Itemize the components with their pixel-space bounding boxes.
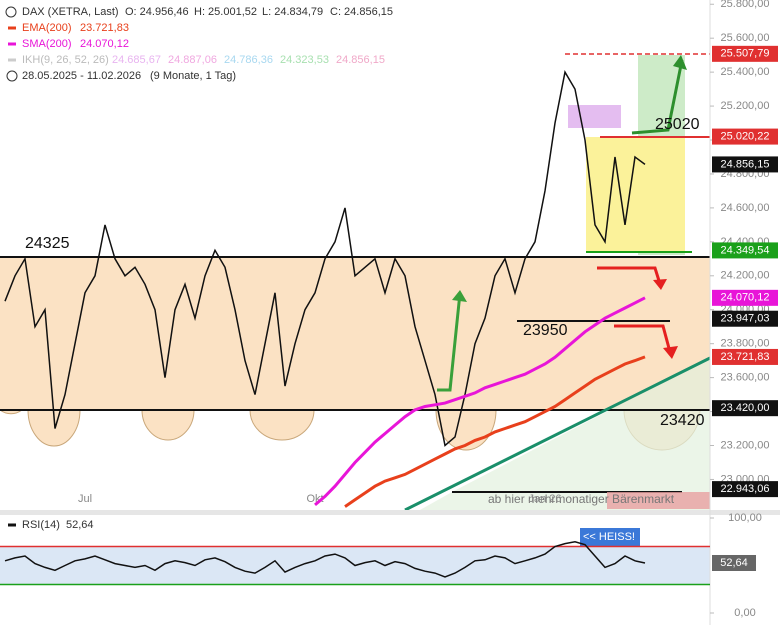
- y-tick-label: 23.600,00: [721, 372, 770, 384]
- price-marker: [712, 289, 778, 306]
- price-marker: [712, 45, 778, 62]
- ma-line: [314, 296, 646, 507]
- y-tick-label: 24.200,00: [721, 270, 770, 282]
- price-marker-label: 25.507,79: [721, 48, 770, 60]
- ohlc: L: 24.834,79: [262, 6, 323, 18]
- price-marker-label: 24.349,54: [721, 244, 770, 256]
- annotation: 24325: [25, 235, 70, 252]
- legend-value: 24.887,06: [168, 54, 217, 66]
- ohlc: C: 24.856,15: [330, 6, 393, 18]
- x-tick-label: Jan 26: [528, 493, 561, 505]
- y-tick-label: 24.600,00: [721, 202, 770, 214]
- price-marker-label: 23.420,00: [721, 402, 770, 414]
- price-marker-label: 24.856,15: [721, 158, 770, 170]
- price-marker: [712, 481, 778, 498]
- y-tick-label: 25.600,00: [721, 32, 770, 44]
- legend-value: 23.721,83: [80, 22, 129, 34]
- legend-value: 24.856,15: [336, 54, 385, 66]
- rsi-value: 52,64: [66, 519, 94, 531]
- y-tick-label: 23.800,00: [721, 338, 770, 350]
- annotation: ab hier mehrmonatiger Bärenmarkt: [488, 492, 675, 506]
- rsi-name: RSI(14): [22, 519, 60, 531]
- x-tick-label: Jul: [78, 493, 92, 505]
- price-marker-label: 23.721,83: [721, 351, 770, 363]
- legend-value: 24.323,53: [280, 54, 329, 66]
- period: 28.05.2025 - 11.02.2026: [22, 70, 141, 82]
- legend-entry: SMA(200): [22, 38, 72, 50]
- annotation: 25020: [655, 116, 700, 133]
- rsi-note: << HEISS!: [583, 531, 635, 543]
- legend-title: DAX (XETRA, Last): [22, 6, 119, 18]
- price-marker: [712, 400, 778, 417]
- legend-entry: IKH(9, 26, 52, 26): [22, 54, 109, 66]
- price-marker-label: 22.943,06: [721, 483, 770, 495]
- price-marker-label: 23.947,03: [721, 313, 770, 325]
- ohlc: O: 24.956,46: [125, 6, 189, 18]
- annotations: 24325 25020 23950 23420 ab hier mehrmona…: [8, 116, 705, 543]
- legend-icon: [5, 6, 17, 18]
- legend-value: 24.070,12: [80, 38, 129, 50]
- clock-icon: [6, 70, 18, 82]
- price-marker: [712, 128, 778, 145]
- legend-value: 24.685,67: [112, 54, 161, 66]
- price-line: [4, 70, 646, 447]
- rsi-marker: [712, 554, 756, 571]
- y-tick-label: 25.200,00: [721, 100, 770, 112]
- price-marker: [712, 310, 778, 327]
- legend-value: 24.786,36: [224, 54, 273, 66]
- rsi-marker-label: 52,64: [720, 557, 748, 569]
- y-tick-label: 23.200,00: [721, 439, 770, 451]
- price-marker: [712, 242, 778, 259]
- y-tick-label: 100,00: [728, 512, 762, 524]
- y-tick-label: 25.800,00: [721, 0, 770, 10]
- annotation: 23420: [660, 412, 705, 429]
- ohlc: H: 25.001,52: [194, 6, 257, 18]
- annotation: 23950: [523, 322, 568, 339]
- legend: DAX (XETRA, Last) O: 24.956,46 H: 25.001…: [5, 6, 393, 82]
- legend-entry: EMA(200): [22, 22, 72, 34]
- y-tick-label: 0,00: [734, 607, 755, 619]
- price-marker-label: 25.020,22: [721, 130, 770, 142]
- rsi-line: [4, 541, 646, 578]
- ma-line: [344, 355, 646, 508]
- y-tick-label: 25.400,00: [721, 66, 770, 78]
- price-marker-label: 24.070,12: [721, 292, 770, 304]
- price-marker: [712, 348, 778, 365]
- period-note: (9 Monate, 1 Tag): [150, 70, 236, 82]
- price-marker: [712, 156, 778, 173]
